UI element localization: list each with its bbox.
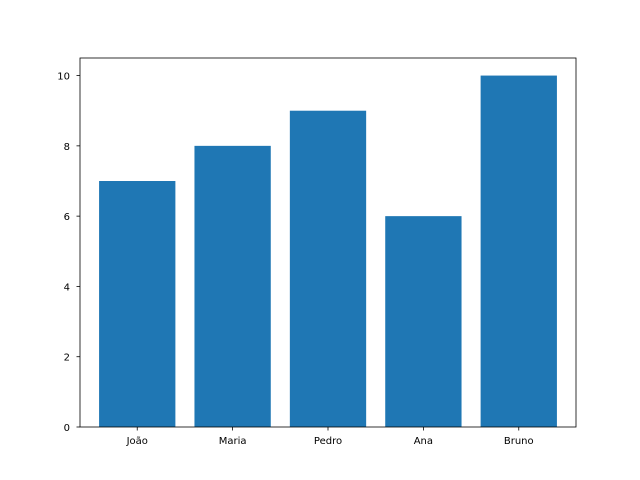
bar-3 [385, 216, 462, 427]
x-tick-label: João [126, 436, 148, 447]
bars-group [99, 75, 557, 428]
bar-0 [99, 181, 176, 427]
x-tick-label: Pedro [314, 436, 342, 447]
y-tick-label: 2 [64, 353, 70, 364]
y-tick-label: 10 [57, 72, 70, 83]
x-tick-label: Maria [219, 436, 247, 447]
y-tick-label: 4 [64, 282, 70, 293]
y-tick-label: 6 [64, 212, 70, 223]
bar-4 [480, 75, 557, 428]
bar-2 [289, 110, 367, 427]
bar-1 [194, 145, 271, 427]
y-tick-label: 0 [64, 423, 70, 434]
y-tick-label: 8 [64, 142, 70, 153]
x-tick-label: Bruno [504, 436, 534, 447]
axes-group: João Maria Pedro Ana Bruno 0 2 4 6 8 10 [57, 57, 577, 447]
x-tick-label: Ana [414, 436, 433, 447]
